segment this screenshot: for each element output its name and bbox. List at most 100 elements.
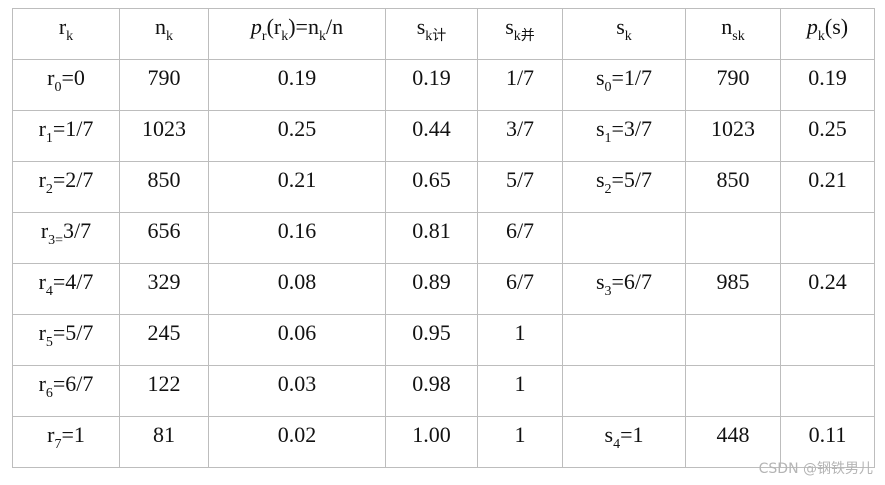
data-table: rk nk pr(rk)=nk/n sk计 sk并 sk nsk pk(s) r0=0 790 0.… [12, 8, 875, 468]
text: (r [266, 14, 282, 39]
table-cell [562, 212, 686, 264]
text: r [47, 422, 55, 447]
table-cell: 0.06 [208, 314, 386, 366]
text: r [40, 218, 49, 243]
text: r [38, 371, 46, 396]
text: (s) [824, 14, 849, 39]
header-cell: pr(rk)=nk/n [208, 8, 386, 60]
table-cell: 1 [477, 416, 563, 468]
table-cell: s0=1/7 [562, 59, 686, 111]
text: r [38, 167, 46, 192]
subscript: 7 [54, 437, 62, 452]
text: n [155, 14, 166, 39]
table-cell: 448 [685, 416, 781, 468]
table-cell: 0.44 [385, 110, 478, 162]
text: =1 [620, 422, 644, 447]
header-row: rk nk pr(rk)=nk/n sk计 sk并 sk nsk pk(s) [12, 8, 875, 60]
table-cell [562, 365, 686, 417]
table-cell: 1 [477, 314, 563, 366]
table-cell: 0.19 [780, 59, 875, 111]
table-cell: 1 [477, 365, 563, 417]
subscript: k [624, 29, 632, 44]
subscript: k [281, 29, 289, 44]
text: r [58, 14, 67, 39]
table-cell: 656 [119, 212, 209, 264]
table-cell: r5=5/7 [12, 314, 120, 366]
header-cell: sk并 [477, 8, 563, 60]
table-cell: 122 [119, 365, 209, 417]
table-cell: 790 [685, 59, 781, 111]
subscript: 1 [45, 131, 53, 146]
header-cell: nk [119, 8, 209, 60]
table-cell: 850 [685, 161, 781, 213]
subscript: k [318, 29, 326, 44]
table-cell: 0.08 [208, 263, 386, 315]
text: 3/7 [63, 218, 92, 243]
table-cell: 81 [119, 416, 209, 468]
subscript: k计 [425, 29, 447, 44]
header-cell: sk计 [385, 8, 478, 60]
table-cell: 0.16 [208, 212, 386, 264]
subscript: k [66, 29, 74, 44]
text: /n [325, 14, 344, 39]
table-cell: r7=1 [12, 416, 120, 468]
header-cell: sk [562, 8, 686, 60]
text: s [595, 167, 605, 192]
subscript: sk [732, 29, 745, 44]
table-row: r4=4/7 329 0.08 0.89 6/7 s3=6/7 985 0.24 [12, 263, 875, 315]
table-cell [685, 314, 781, 366]
subscript: k [817, 29, 825, 44]
table-cell: 1023 [685, 110, 781, 162]
text: n [721, 14, 733, 39]
table-cell: 985 [685, 263, 781, 315]
table-cell: 245 [119, 314, 209, 366]
table-cell: 0.65 [385, 161, 478, 213]
table-row: r3=3/7 656 0.16 0.81 6/7 [12, 212, 875, 264]
text: s [595, 116, 605, 141]
table-cell: 0.25 [208, 110, 386, 162]
table-cell [562, 314, 686, 366]
header-cell: pk(s) [780, 8, 875, 60]
subscript: 3 [604, 284, 612, 299]
text: =5/7 [611, 167, 653, 192]
table-row: r1=1/7 1023 0.25 0.44 3/7 s1=3/7 1023 0.25 [12, 110, 875, 162]
subscript: k [166, 29, 173, 44]
table-cell: r1=1/7 [12, 110, 120, 162]
text: s [595, 269, 605, 294]
table-cell: s2=5/7 [562, 161, 686, 213]
table-cell: 0.21 [208, 161, 386, 213]
table-cell: 5/7 [477, 161, 563, 213]
table-cell [685, 212, 781, 264]
subscript: 2 [45, 182, 53, 197]
table-row: r0=0 790 0.19 0.19 1/7 s0=1/7 790 0.19 [12, 59, 875, 111]
table-cell: 6/7 [477, 263, 563, 315]
text: s [604, 422, 614, 447]
table-cell: s3=6/7 [562, 263, 686, 315]
table-cell [780, 212, 875, 264]
text: =3/7 [611, 116, 653, 141]
subscript: 4 [613, 437, 621, 452]
table-cell: 1023 [119, 110, 209, 162]
watermark: CSDN @钢铁男儿 [758, 461, 873, 477]
subscript: k并 [513, 29, 535, 44]
text: =4/7 [52, 269, 94, 294]
table-cell: 6/7 [477, 212, 563, 264]
table-cell: r6=6/7 [12, 365, 120, 417]
table-cell: 850 [119, 161, 209, 213]
subscript: 3= [48, 233, 64, 248]
table-cell: 0.02 [208, 416, 386, 468]
table-cell: r4=4/7 [12, 263, 120, 315]
text: =1/7 [52, 116, 94, 141]
subscript: 2 [604, 182, 612, 197]
text: =6/7 [52, 371, 94, 396]
table-row: r2=2/7 850 0.21 0.65 5/7 s2=5/7 850 0.21 [12, 161, 875, 213]
header-cell: rk [12, 8, 120, 60]
table-row: r5=5/7 245 0.06 0.95 1 [12, 314, 875, 366]
text: =1 [61, 422, 85, 447]
table-cell: 0.03 [208, 365, 386, 417]
table-cell [780, 365, 875, 417]
table-cell: 1/7 [477, 59, 563, 111]
table-cell: 0.81 [385, 212, 478, 264]
table-cell: 0.21 [780, 161, 875, 213]
